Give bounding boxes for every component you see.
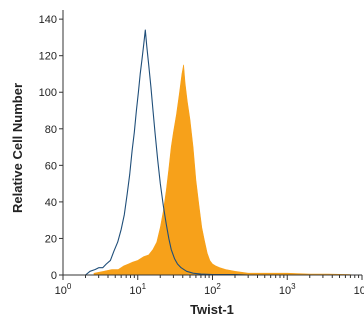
- x-tick-label: 103: [279, 282, 296, 297]
- y-tick-label: 20: [45, 233, 57, 245]
- series-outline-histogram: [85, 29, 249, 276]
- y-tick-label: 60: [45, 160, 57, 172]
- y-axis-title: Relative Cell Number: [10, 83, 25, 213]
- x-tick-label: 102: [204, 282, 221, 297]
- x-tick-label: 100: [55, 282, 72, 297]
- y-tick-label: 140: [39, 14, 57, 26]
- y-tick-label: 0: [51, 270, 57, 282]
- series-filled-histogram: [93, 64, 351, 276]
- x-axis-title: Twist-1: [190, 302, 234, 317]
- y-tick-label: 40: [45, 197, 57, 209]
- y-tick-label: 100: [39, 87, 57, 99]
- y-tick-label: 80: [45, 124, 57, 136]
- x-tick-label: 104: [354, 282, 364, 297]
- x-tick-label: 101: [129, 282, 146, 297]
- y-tick-label: 120: [39, 51, 57, 63]
